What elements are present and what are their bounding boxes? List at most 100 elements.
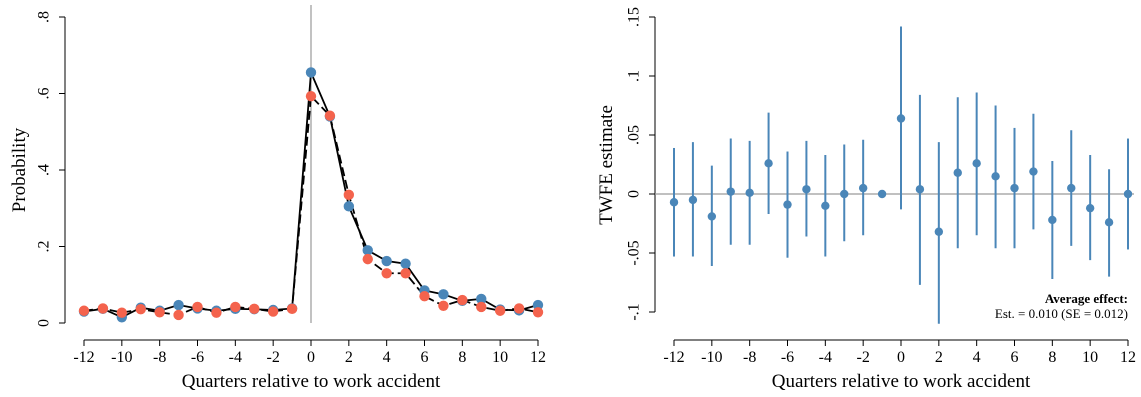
estimate-point — [707, 212, 717, 221]
estimate-point — [802, 185, 811, 194]
x-tick-label: 0 — [307, 349, 315, 366]
right-y-axis-title: TWFE estimate — [596, 105, 617, 225]
estimate-point — [1067, 183, 1076, 193]
x-tick-label: 6 — [421, 349, 429, 366]
y-tick-label: .2 — [36, 241, 53, 253]
data-point-orange — [249, 303, 260, 315]
estimate-point — [745, 188, 754, 198]
data-point-orange — [154, 307, 165, 318]
y-tick-label: 0 — [36, 319, 53, 327]
x-tick-label: -12 — [73, 349, 94, 366]
estimate-point — [1048, 215, 1057, 225]
data-point-orange — [78, 305, 90, 316]
data-point-orange — [494, 305, 506, 316]
x-tick-label: 2 — [345, 349, 353, 366]
left-x-axis-title: Quarters relative to work accident — [182, 371, 441, 392]
x-tick-label: 10 — [1082, 349, 1098, 366]
estimate-point — [783, 200, 792, 209]
right-y-axis: -.1 -.05 0 .05 .1 .15 — [626, 7, 655, 321]
data-point-blue — [173, 299, 184, 311]
data-point-orange — [324, 110, 336, 121]
data-point-orange — [286, 303, 298, 315]
data-point-blue — [362, 245, 373, 256]
left-panel: 0 .2 .4 .6 .8 -12 -10 -8 -6 -4 -2 0 2 4 6 8 10 12 Quarte… — [9, 5, 546, 392]
estimate-point — [1123, 189, 1133, 199]
y-tick-label: -.05 — [626, 240, 643, 265]
data-point-orange — [135, 304, 146, 315]
data-point-blue — [381, 255, 392, 267]
x-tick-label: -2 — [857, 349, 870, 366]
data-point-blue — [476, 293, 487, 305]
estimate-point — [953, 168, 962, 177]
estimate-point — [688, 195, 698, 205]
x-tick-label: 6 — [1011, 349, 1019, 366]
x-tick-label: 4 — [973, 349, 981, 366]
estimate-point — [669, 198, 679, 207]
data-point-orange — [381, 268, 392, 279]
data-point-orange — [211, 307, 222, 318]
estimate-point — [1029, 167, 1038, 176]
data-point-orange — [116, 307, 128, 318]
data-point-orange — [513, 303, 525, 314]
x-tick-label: -10 — [111, 349, 132, 366]
estimate-point — [896, 114, 906, 123]
data-point-orange — [476, 301, 487, 313]
x-tick-label: 2 — [935, 349, 943, 366]
x-tick-label: -2 — [267, 349, 280, 366]
right-estimates-group — [669, 26, 1133, 324]
x-tick-label: -6 — [191, 349, 204, 366]
estimate-point — [764, 159, 773, 168]
average-effect-text: Est. = 0.010 (SE = 0.012) — [995, 306, 1128, 321]
x-tick-label: 8 — [458, 349, 466, 366]
estimate-point — [1104, 218, 1114, 227]
x-tick-label: -12 — [663, 349, 684, 366]
left-series-group — [78, 67, 544, 323]
estimate-point — [1010, 183, 1019, 193]
y-tick-label: 0 — [626, 190, 643, 198]
estimate-point — [840, 189, 849, 199]
data-point-blue — [532, 299, 544, 311]
data-point-blue — [343, 201, 355, 212]
x-tick-label: 12 — [530, 349, 546, 366]
y-tick-label: .1 — [626, 70, 643, 82]
data-point-orange — [400, 268, 411, 279]
y-tick-label: .15 — [626, 7, 643, 27]
estimate-point — [972, 159, 981, 168]
data-point-orange — [457, 294, 468, 306]
data-point-orange — [97, 303, 109, 314]
x-tick-label: 10 — [492, 349, 508, 366]
estimate-point — [1085, 203, 1095, 213]
data-point-orange — [192, 301, 203, 313]
y-tick-label: .4 — [36, 164, 53, 176]
data-point-orange — [438, 300, 449, 311]
estimate-point — [991, 172, 1000, 181]
data-point-blue — [400, 258, 411, 269]
y-tick-label: .05 — [626, 125, 643, 145]
y-tick-label: .8 — [36, 11, 53, 23]
data-point-orange — [230, 301, 241, 313]
data-point-orange — [173, 309, 184, 321]
x-tick-label: 8 — [1048, 349, 1056, 366]
x-tick-label: -4 — [229, 349, 242, 366]
left-y-axis: 0 .2 .4 .6 .8 — [36, 11, 65, 327]
x-tick-label: -10 — [701, 349, 722, 366]
estimate-point — [877, 189, 887, 199]
left-y-axis-title: Probability — [9, 127, 30, 212]
x-tick-label: -8 — [743, 349, 756, 366]
estimate-point — [858, 183, 868, 193]
estimate-point — [915, 185, 925, 194]
x-tick-label: -4 — [819, 349, 832, 366]
y-tick-label: .6 — [36, 88, 53, 100]
x-tick-label: -6 — [781, 349, 794, 366]
right-panel: -.1 -.05 0 .05 .1 .15 -12 -10 -8 -6 -4 -2 0 2 4 6 8 10 12… — [596, 7, 1136, 392]
data-point-orange — [419, 291, 430, 302]
right-x-axis-title: Quarters relative to work accident — [772, 371, 1031, 392]
x-tick-label: 12 — [1120, 349, 1136, 366]
data-point-orange — [305, 90, 317, 102]
x-tick-label: 0 — [897, 349, 905, 366]
x-tick-label: 4 — [383, 349, 391, 366]
left-x-axis: -12 -10 -8 -6 -4 -2 0 2 4 6 8 10 12 — [73, 340, 546, 366]
data-point-blue — [305, 67, 317, 78]
estimate-point — [726, 187, 735, 196]
